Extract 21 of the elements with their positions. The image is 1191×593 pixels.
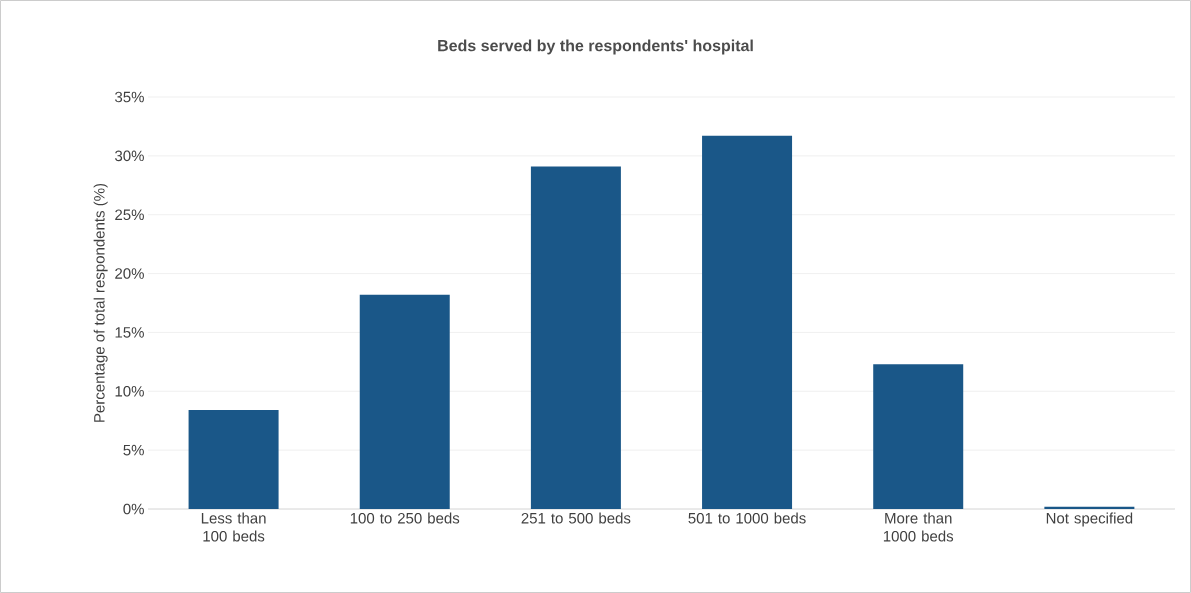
y-tick-label: 30% <box>115 150 144 162</box>
chart-title: Beds served by the respondents' hospital <box>438 39 753 55</box>
bar <box>702 135 793 509</box>
bar <box>188 410 279 509</box>
x-tick-label: Not specified <box>1046 512 1133 527</box>
y-tick-label: 5% <box>123 444 144 456</box>
y-tick-label: 25% <box>115 209 144 221</box>
bar <box>359 294 450 509</box>
bar <box>530 166 621 509</box>
y-tick-label: 10% <box>115 385 144 397</box>
y-tick-label: 20% <box>115 268 144 279</box>
x-tick-label: Less than 100 beds <box>201 512 266 542</box>
x-tick-label: More than 1000 beds <box>883 512 954 542</box>
bar <box>873 364 964 509</box>
y-tick-label: 0% <box>123 503 144 515</box>
y-tick-label: 35% <box>115 91 144 103</box>
x-tick-label: 501 to 1000 beds <box>688 512 806 524</box>
x-tick-label: 251 to 500 beds <box>521 512 631 524</box>
y-tick-label: 15% <box>115 327 144 338</box>
y-axis-title: Percentage of total respondents (%) <box>93 183 108 422</box>
x-tick-label: 100 to 250 beds <box>350 512 460 524</box>
